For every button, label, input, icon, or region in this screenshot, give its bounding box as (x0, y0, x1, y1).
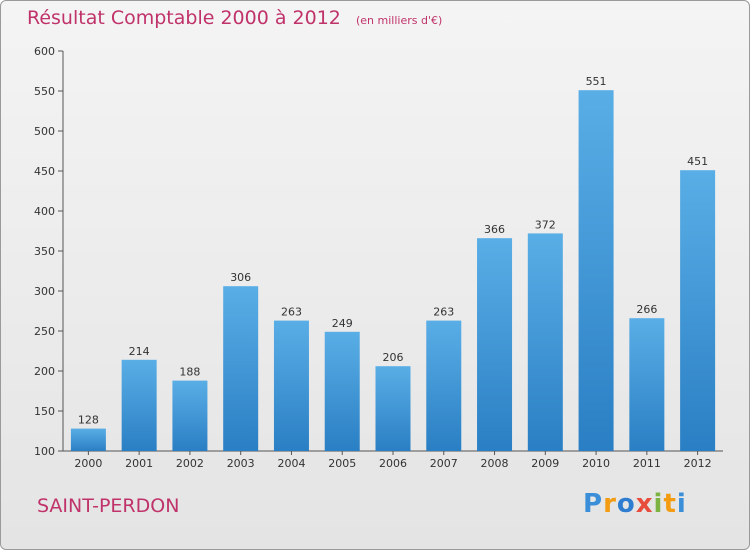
bar-value-label: 249 (332, 317, 353, 330)
chart-title: Résultat Comptable 2000 à 2012 (27, 7, 341, 29)
y-tick-label: 400 (34, 205, 55, 218)
logo-letter: i (676, 489, 687, 519)
y-tick-label: 550 (34, 85, 55, 98)
bar (477, 238, 513, 451)
proxiti-logo: Proxiti (583, 489, 687, 519)
bar (629, 318, 665, 451)
y-tick-label: 100 (34, 445, 55, 458)
bar-value-label: 206 (383, 351, 404, 364)
bar-value-label: 306 (230, 271, 251, 284)
logo-letter: t (663, 489, 677, 519)
bar-value-label: 451 (687, 155, 708, 168)
bar (324, 331, 360, 451)
y-tick-label: 150 (34, 405, 55, 418)
bar (121, 359, 157, 451)
x-tick-label: 2005 (328, 457, 356, 470)
y-tick-label: 450 (34, 165, 55, 178)
bar-value-label: 263 (433, 306, 454, 319)
x-axis: 2000 2001 2002 2003 2004 2005 2006 2007 2008 2009… (63, 450, 723, 470)
x-tick-label: 2001 (125, 457, 153, 470)
bar-value-label: 263 (281, 306, 302, 319)
chart-subtitle: (en milliers d'€) (355, 14, 443, 27)
bar-value-label: 366 (484, 223, 505, 236)
x-tick-label: 2006 (379, 457, 407, 470)
x-tick-label: 2012 (684, 457, 712, 470)
bars-group: 128 214 188 306 263 249 206 263 366 372 551 266 451 (70, 75, 716, 451)
bar (223, 286, 259, 451)
bar (527, 233, 563, 451)
x-tick-label: 2002 (176, 457, 204, 470)
bar (70, 428, 106, 451)
x-tick-label: 2011 (633, 457, 661, 470)
x-tick-label: 2004 (277, 457, 305, 470)
x-tick-label: 2000 (74, 457, 102, 470)
title-row: Résultat Comptable 2000 à 2012 (en milli… (27, 7, 442, 29)
bar (578, 90, 614, 451)
logo-letter: x (635, 489, 654, 519)
bar-value-label: 551 (586, 75, 607, 88)
x-tick-label: 2009 (531, 457, 559, 470)
bar-value-label: 372 (535, 218, 556, 231)
y-axis: 100 150 200 250 300 350 400 450 500 550 600 (34, 45, 64, 458)
logo-letter: P (583, 489, 604, 519)
y-tick-label: 200 (34, 365, 55, 378)
y-tick-label: 500 (34, 125, 55, 138)
bar-value-label: 128 (78, 414, 99, 427)
city-name: SAINT-PERDON (37, 495, 180, 517)
bar (426, 320, 462, 451)
y-tick-label: 250 (34, 325, 55, 338)
y-tick-label: 300 (34, 285, 55, 298)
y-tick-label: 350 (34, 245, 55, 258)
x-tick-label: 2008 (481, 457, 509, 470)
bar-value-label: 266 (636, 303, 657, 316)
x-tick-label: 2003 (227, 457, 255, 470)
y-tick-label: 600 (34, 45, 55, 58)
bar-value-label: 188 (179, 366, 200, 379)
bar (680, 170, 716, 451)
logo-letter: r (603, 489, 617, 519)
logo-letter: o (616, 489, 636, 519)
bar (375, 366, 411, 451)
bar (172, 380, 208, 451)
logo-letter: i (653, 489, 664, 519)
x-tick-label: 2007 (430, 457, 458, 470)
bar (273, 320, 309, 451)
x-tick-label: 2010 (582, 457, 610, 470)
bar-value-label: 214 (129, 345, 150, 358)
